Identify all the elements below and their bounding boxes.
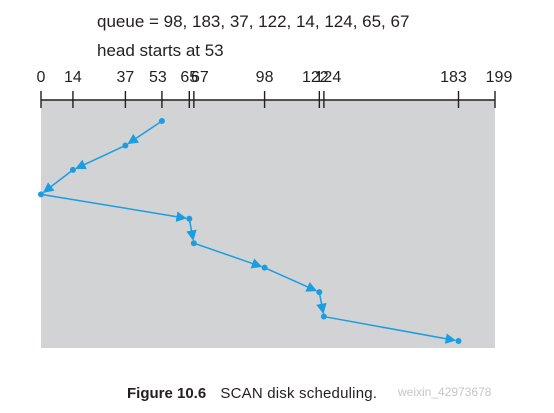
path-segment-0-to-65	[40, 193, 187, 222]
head-start-text: head starts at 53	[97, 41, 224, 60]
head-position-124	[320, 313, 327, 320]
tick-label-183: 183	[440, 69, 467, 86]
tick-label-0: 0	[37, 69, 46, 86]
head-position-65	[186, 215, 193, 222]
tick-label-37: 37	[117, 69, 135, 86]
tick-label-14: 14	[64, 69, 82, 86]
path-segment-37-to-14	[75, 144, 126, 170]
head-position-53	[158, 118, 165, 124]
path-segment-14-to-0	[42, 169, 74, 193]
figure-number: Figure 10.6	[127, 385, 207, 402]
head-position-0	[38, 191, 44, 198]
head-position-67	[190, 240, 197, 247]
path-segment-67-to-98	[193, 242, 263, 269]
head-position-122	[316, 289, 323, 296]
figure-title: SCAN disk scheduling.	[220, 385, 378, 402]
tick-label-98: 98	[256, 69, 274, 86]
path-segment-98-to-122	[264, 266, 318, 292]
head-path	[38, 118, 462, 344]
path-segment-65-to-67	[186, 218, 197, 241]
path-segment-53-to-37	[127, 120, 163, 145]
path-segment-124-to-183	[323, 315, 457, 344]
head-position-37	[122, 142, 129, 149]
tick-label-124: 124	[315, 69, 342, 86]
tick-label-67: 67	[191, 69, 209, 86]
tick-label-122: 122	[302, 69, 329, 86]
queue-text: queue = 98, 183, 37, 122, 14, 124, 65, 6…	[97, 12, 410, 31]
tick-label-199: 199	[486, 69, 513, 86]
head-position-14	[69, 166, 76, 173]
watermark: weixin_42973678	[398, 385, 492, 399]
tick-label-53: 53	[149, 69, 167, 86]
track-panel	[41, 100, 495, 348]
tick-label-65: 65	[180, 69, 198, 86]
path-segment-122-to-124	[316, 291, 327, 315]
head-position-98	[261, 264, 268, 271]
figure-caption: Figure 10.6 SCAN disk scheduling.	[127, 385, 377, 402]
head-position-183	[455, 338, 462, 344]
